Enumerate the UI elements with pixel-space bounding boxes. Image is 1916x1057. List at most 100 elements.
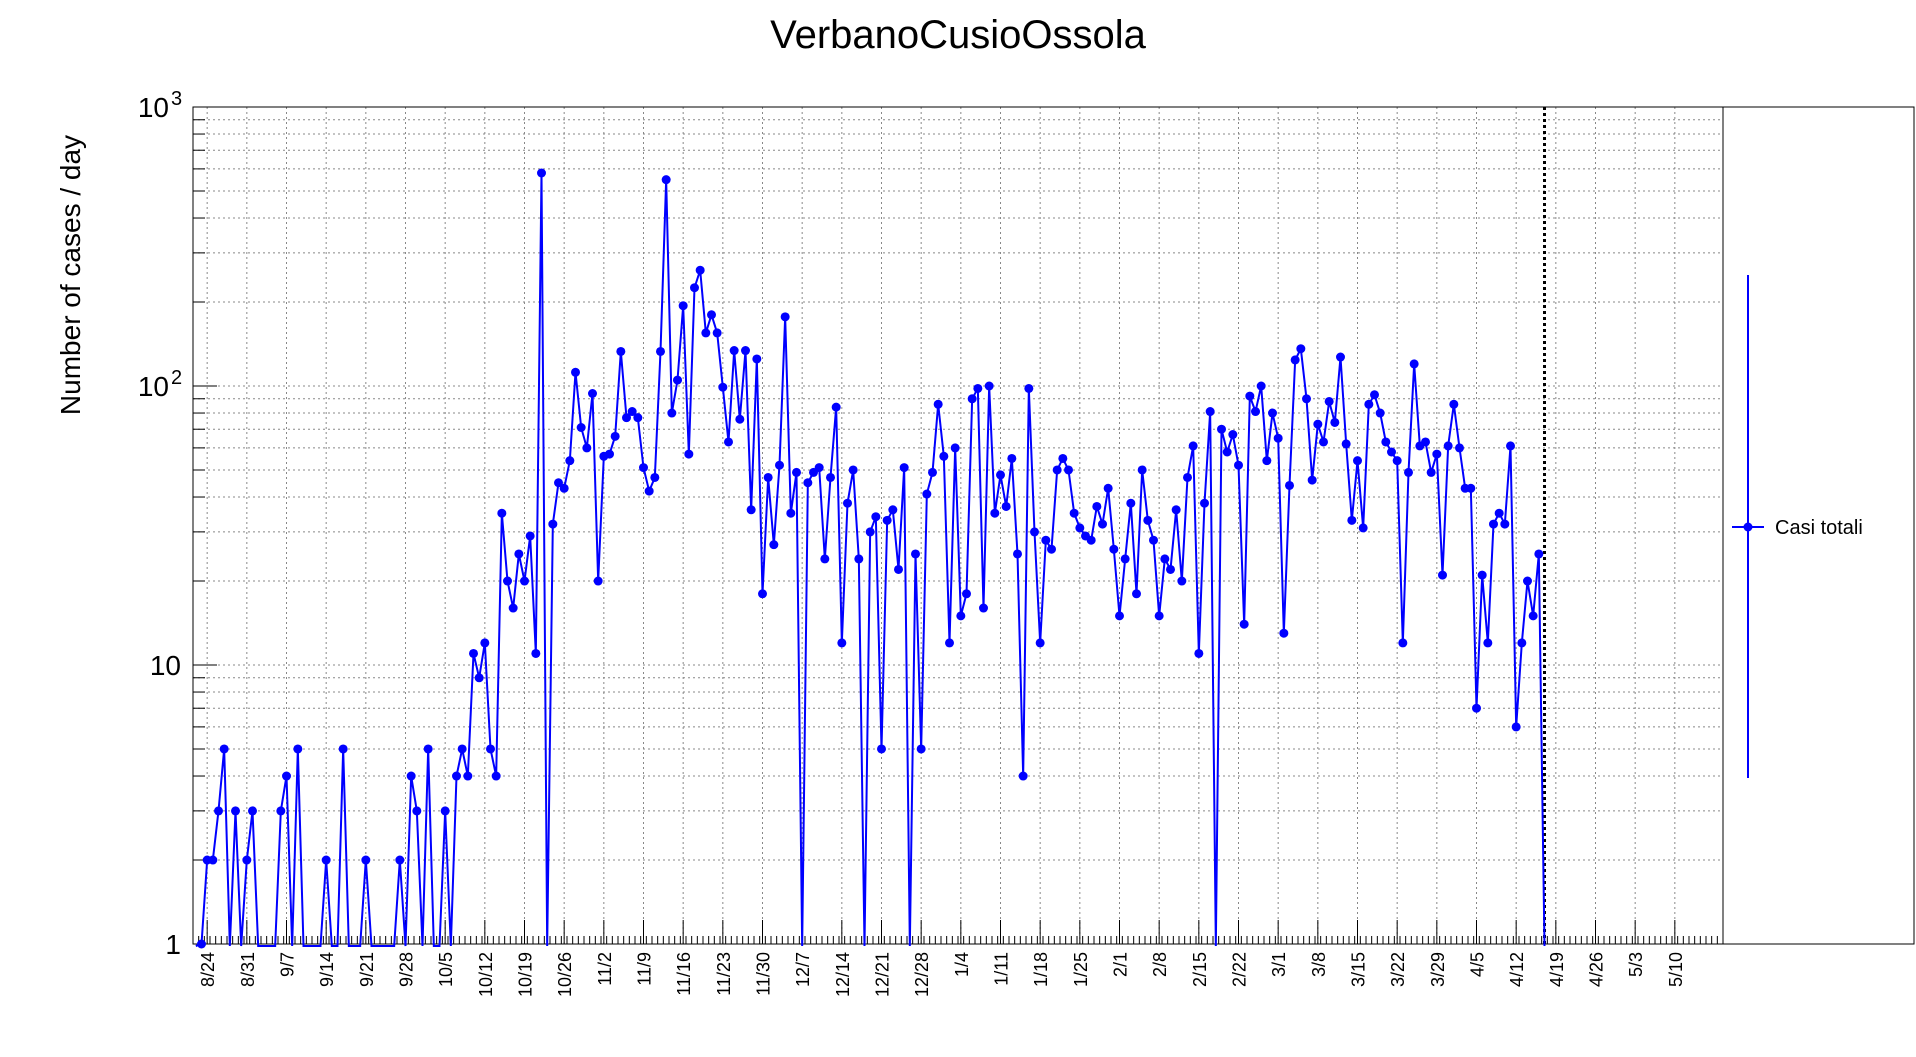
- data-point: [1421, 437, 1430, 447]
- data-point: [871, 512, 881, 522]
- data-point: [1534, 549, 1544, 559]
- data-point: [1126, 498, 1136, 508]
- data-point: [1273, 433, 1283, 443]
- data-point: [503, 576, 512, 586]
- data-point: [1183, 472, 1192, 482]
- data-point: [979, 603, 988, 613]
- data-point: [1443, 441, 1453, 451]
- data-point: [248, 806, 257, 816]
- series-line: [195, 172, 1546, 947]
- data-point: [1001, 501, 1011, 511]
- data-point: [1064, 465, 1073, 475]
- data-point: [231, 806, 240, 816]
- data-point: [1302, 394, 1311, 404]
- y-tick-label: 10: [150, 650, 181, 681]
- x-tick-label: 3/8: [1309, 952, 1329, 977]
- data-point: [1409, 359, 1419, 369]
- data-point: [950, 443, 960, 453]
- data-point: [826, 472, 835, 482]
- x-tick-label: 3/29: [1428, 952, 1448, 987]
- data-point: [548, 519, 558, 529]
- data-point: [673, 375, 682, 385]
- data-point: [1398, 638, 1408, 648]
- data-point: [956, 611, 966, 621]
- data-point: [474, 673, 484, 683]
- data-point: [1387, 447, 1396, 457]
- data-point: [1353, 456, 1362, 466]
- data-point: [1324, 396, 1334, 406]
- x-tick-label: 3/22: [1388, 952, 1408, 987]
- data-point: [820, 554, 830, 564]
- x-tick-label: 3/15: [1349, 952, 1369, 987]
- data-point: [1483, 638, 1493, 648]
- data-point: [208, 855, 218, 865]
- x-tick-label: 4/19: [1547, 952, 1567, 987]
- data-point: [1058, 453, 1068, 463]
- data-point: [1069, 508, 1079, 518]
- x-tick-label: 11/16: [674, 952, 694, 996]
- data-point: [1132, 589, 1141, 599]
- x-tick-label: 1/18: [1031, 952, 1051, 987]
- x-tick-label: 10/26: [555, 952, 575, 997]
- x-tick-label: 10/12: [476, 952, 496, 997]
- data-point: [1477, 570, 1487, 580]
- data-point: [554, 478, 563, 488]
- data-point: [729, 346, 739, 356]
- data-point: [684, 449, 694, 459]
- data-point: [508, 603, 518, 613]
- data-point: [769, 540, 779, 550]
- data-point: [1364, 399, 1374, 409]
- data-point: [491, 771, 501, 781]
- data-point: [1098, 519, 1107, 529]
- data-point: [1381, 437, 1391, 447]
- data-point: [735, 414, 745, 424]
- x-tick-label: 12/28: [912, 952, 932, 997]
- data-point: [695, 265, 705, 275]
- x-tick-label: 8/24: [198, 952, 218, 987]
- data-point: [610, 431, 620, 441]
- data-point: [1160, 554, 1170, 564]
- data-point: [452, 771, 461, 781]
- data-point: [1285, 480, 1294, 490]
- data-point: [1041, 535, 1051, 545]
- data-point: [1330, 417, 1340, 427]
- data-point: [741, 346, 750, 356]
- data-point: [1358, 523, 1368, 533]
- x-tick-label: 11/9: [635, 952, 655, 986]
- grid-layer: [193, 107, 1723, 945]
- data-point: [1075, 523, 1085, 533]
- data-point: [576, 422, 586, 432]
- data-point: [457, 744, 467, 754]
- data-point: [1523, 576, 1532, 586]
- data-point: [644, 486, 654, 496]
- x-tick-label: 9/7: [278, 952, 298, 977]
- data-point: [361, 855, 371, 865]
- data-point: [1506, 441, 1515, 451]
- x-tick-label: 4/5: [1468, 952, 1488, 977]
- data-point: [1290, 355, 1300, 365]
- data-point: [1228, 430, 1238, 440]
- data-point: [1517, 638, 1527, 648]
- data-point: [656, 346, 665, 356]
- data-point: [537, 168, 546, 178]
- data-point: [1018, 771, 1028, 781]
- axes-layer: 8/24 8/31 9/7 9/14 9/21 9/28 10/5 10/12 10/19 10/…: [138, 88, 1724, 997]
- data-point: [1194, 648, 1204, 658]
- y-tick-label: 1: [165, 929, 181, 960]
- data-point: [1279, 628, 1289, 638]
- x-tick-label: 5/3: [1626, 952, 1646, 977]
- data-point: [650, 472, 660, 482]
- x-tick-label: 2/1: [1111, 952, 1131, 977]
- data-point: [639, 463, 648, 473]
- data-point: [973, 383, 983, 393]
- data-point: [786, 508, 796, 518]
- data-point: [412, 806, 422, 816]
- data-point: [848, 465, 858, 475]
- x-tick-label: 5/10: [1666, 952, 1686, 987]
- x-tick-label: 9/14: [317, 952, 337, 987]
- data-point: [763, 472, 773, 482]
- data-point: [1392, 456, 1402, 466]
- data-point: [486, 744, 495, 754]
- data-point: [894, 564, 903, 574]
- data-point: [1086, 535, 1096, 545]
